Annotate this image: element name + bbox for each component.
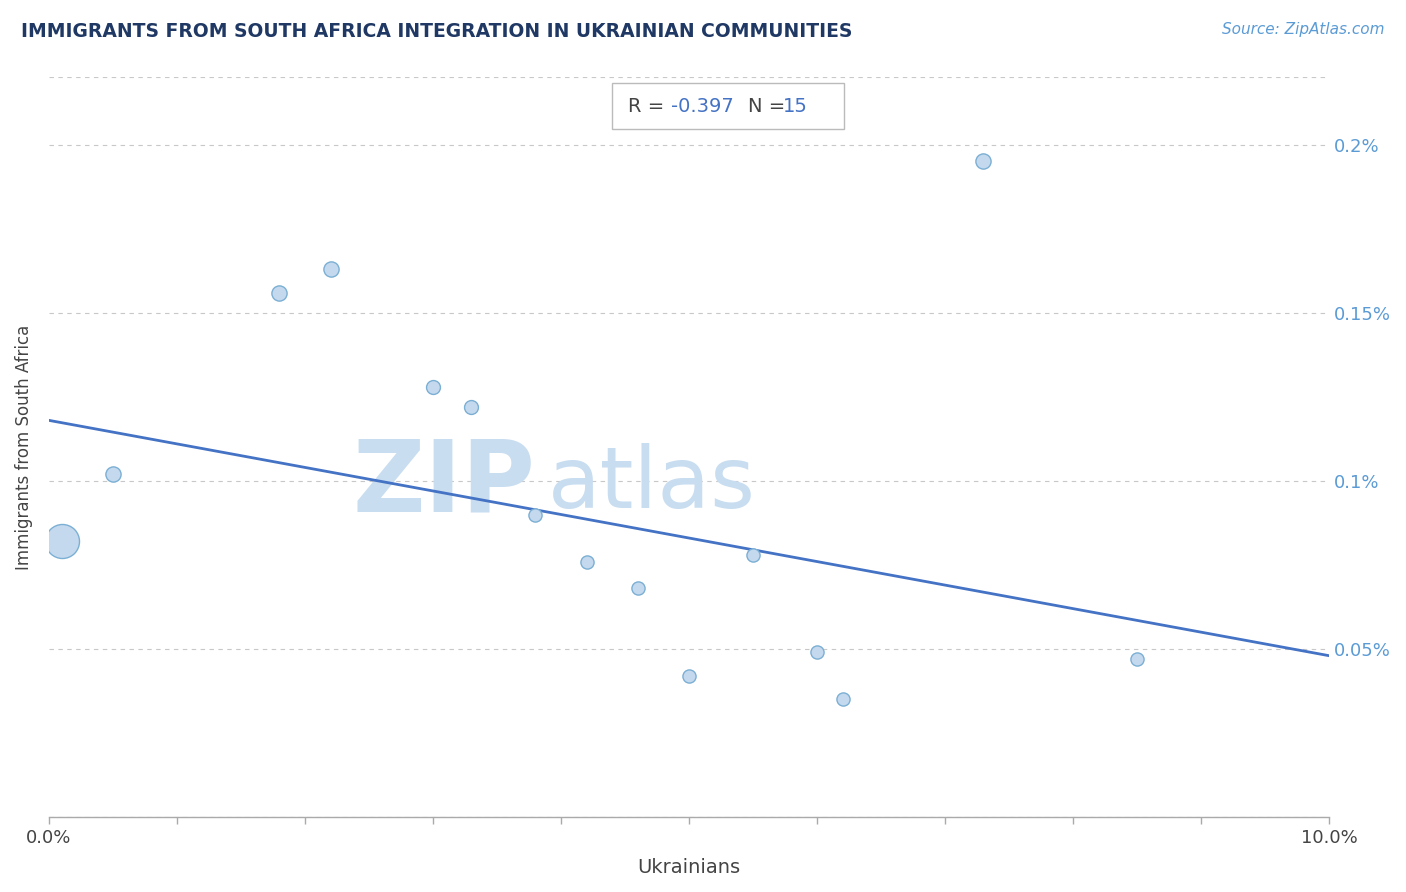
- Text: atlas: atlas: [548, 442, 756, 525]
- Point: [1126, 652, 1149, 666]
- Point: [319, 262, 342, 277]
- Text: 15: 15: [783, 96, 808, 116]
- Text: Source: ZipAtlas.com: Source: ZipAtlas.com: [1222, 22, 1385, 37]
- Point: [269, 285, 291, 300]
- Point: [627, 582, 650, 596]
- Point: [806, 645, 828, 659]
- Y-axis label: Immigrants from South Africa: Immigrants from South Africa: [15, 325, 32, 570]
- Text: R =: R =: [628, 96, 671, 116]
- Point: [51, 534, 73, 549]
- Point: [831, 692, 853, 706]
- Text: -0.397: -0.397: [671, 96, 734, 116]
- Point: [678, 669, 700, 683]
- Point: [524, 508, 547, 522]
- Point: [460, 400, 482, 414]
- Point: [422, 380, 444, 394]
- Point: [972, 154, 994, 169]
- Point: [575, 555, 598, 569]
- Point: [101, 467, 124, 482]
- Text: N =: N =: [748, 96, 792, 116]
- Text: IMMIGRANTS FROM SOUTH AFRICA INTEGRATION IN UKRAINIAN COMMUNITIES: IMMIGRANTS FROM SOUTH AFRICA INTEGRATION…: [21, 22, 852, 41]
- Text: ZIP: ZIP: [353, 436, 536, 533]
- Point: [742, 548, 765, 562]
- X-axis label: Ukrainians: Ukrainians: [637, 858, 741, 877]
